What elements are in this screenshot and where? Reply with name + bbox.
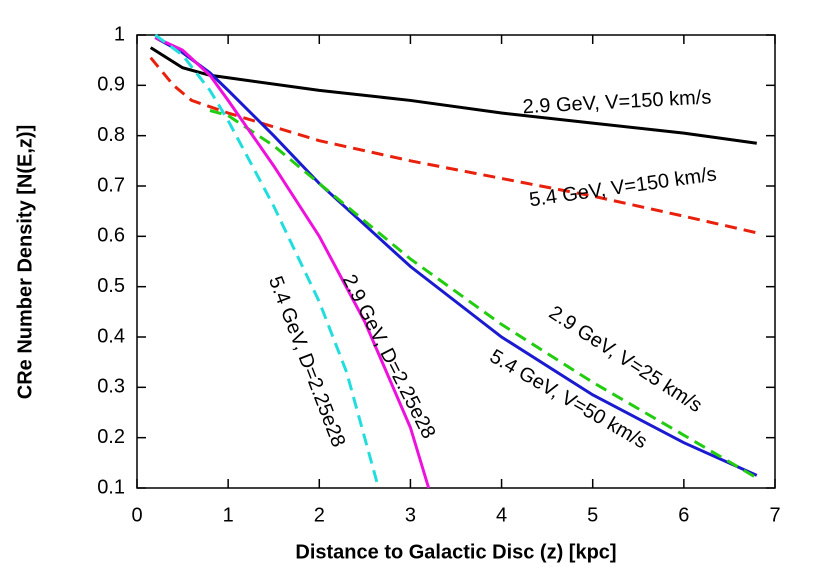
x-axis-label: Distance to Galactic Disc (z) [kpc] bbox=[295, 541, 616, 563]
series-label: 2.9 GeV, D=2.25e28 bbox=[338, 271, 440, 442]
y-tick-label: 0.9 bbox=[97, 74, 125, 96]
x-tick-label: 0 bbox=[131, 504, 142, 526]
y-tick-label: 0.4 bbox=[97, 325, 125, 347]
x-tick-label: 7 bbox=[769, 504, 780, 526]
y-axis-label: CRe Number Density [N(E,z)] bbox=[14, 125, 36, 399]
x-tick-label: 1 bbox=[223, 504, 234, 526]
y-tick-label: 0.5 bbox=[97, 275, 125, 297]
series-label: 2.9 GeV, V=150 km/s bbox=[522, 86, 712, 118]
series-line bbox=[154, 36, 431, 489]
series-line bbox=[154, 33, 380, 489]
x-tick-label: 2 bbox=[314, 504, 325, 526]
series-line bbox=[149, 56, 758, 235]
x-tick-label: 3 bbox=[405, 504, 416, 526]
x-tick-label: 6 bbox=[678, 504, 689, 526]
y-tick-label: 0.3 bbox=[97, 376, 125, 398]
y-tick-label: 0.7 bbox=[97, 174, 125, 196]
y-tick-label: 0.6 bbox=[97, 225, 125, 247]
x-tick-label: 4 bbox=[496, 504, 507, 526]
x-tick-label: 5 bbox=[587, 504, 598, 526]
plot-frame bbox=[136, 34, 776, 489]
y-tick-label: 0.2 bbox=[97, 426, 125, 448]
series-label: 5.4 GeV, D=2.25e28 bbox=[264, 273, 349, 450]
series-line bbox=[209, 109, 758, 480]
y-tick-label: 0.8 bbox=[97, 124, 125, 146]
y-tick-label: 0.1 bbox=[97, 476, 125, 498]
y-tick-label: 1 bbox=[114, 23, 125, 45]
series-line bbox=[149, 46, 757, 145]
